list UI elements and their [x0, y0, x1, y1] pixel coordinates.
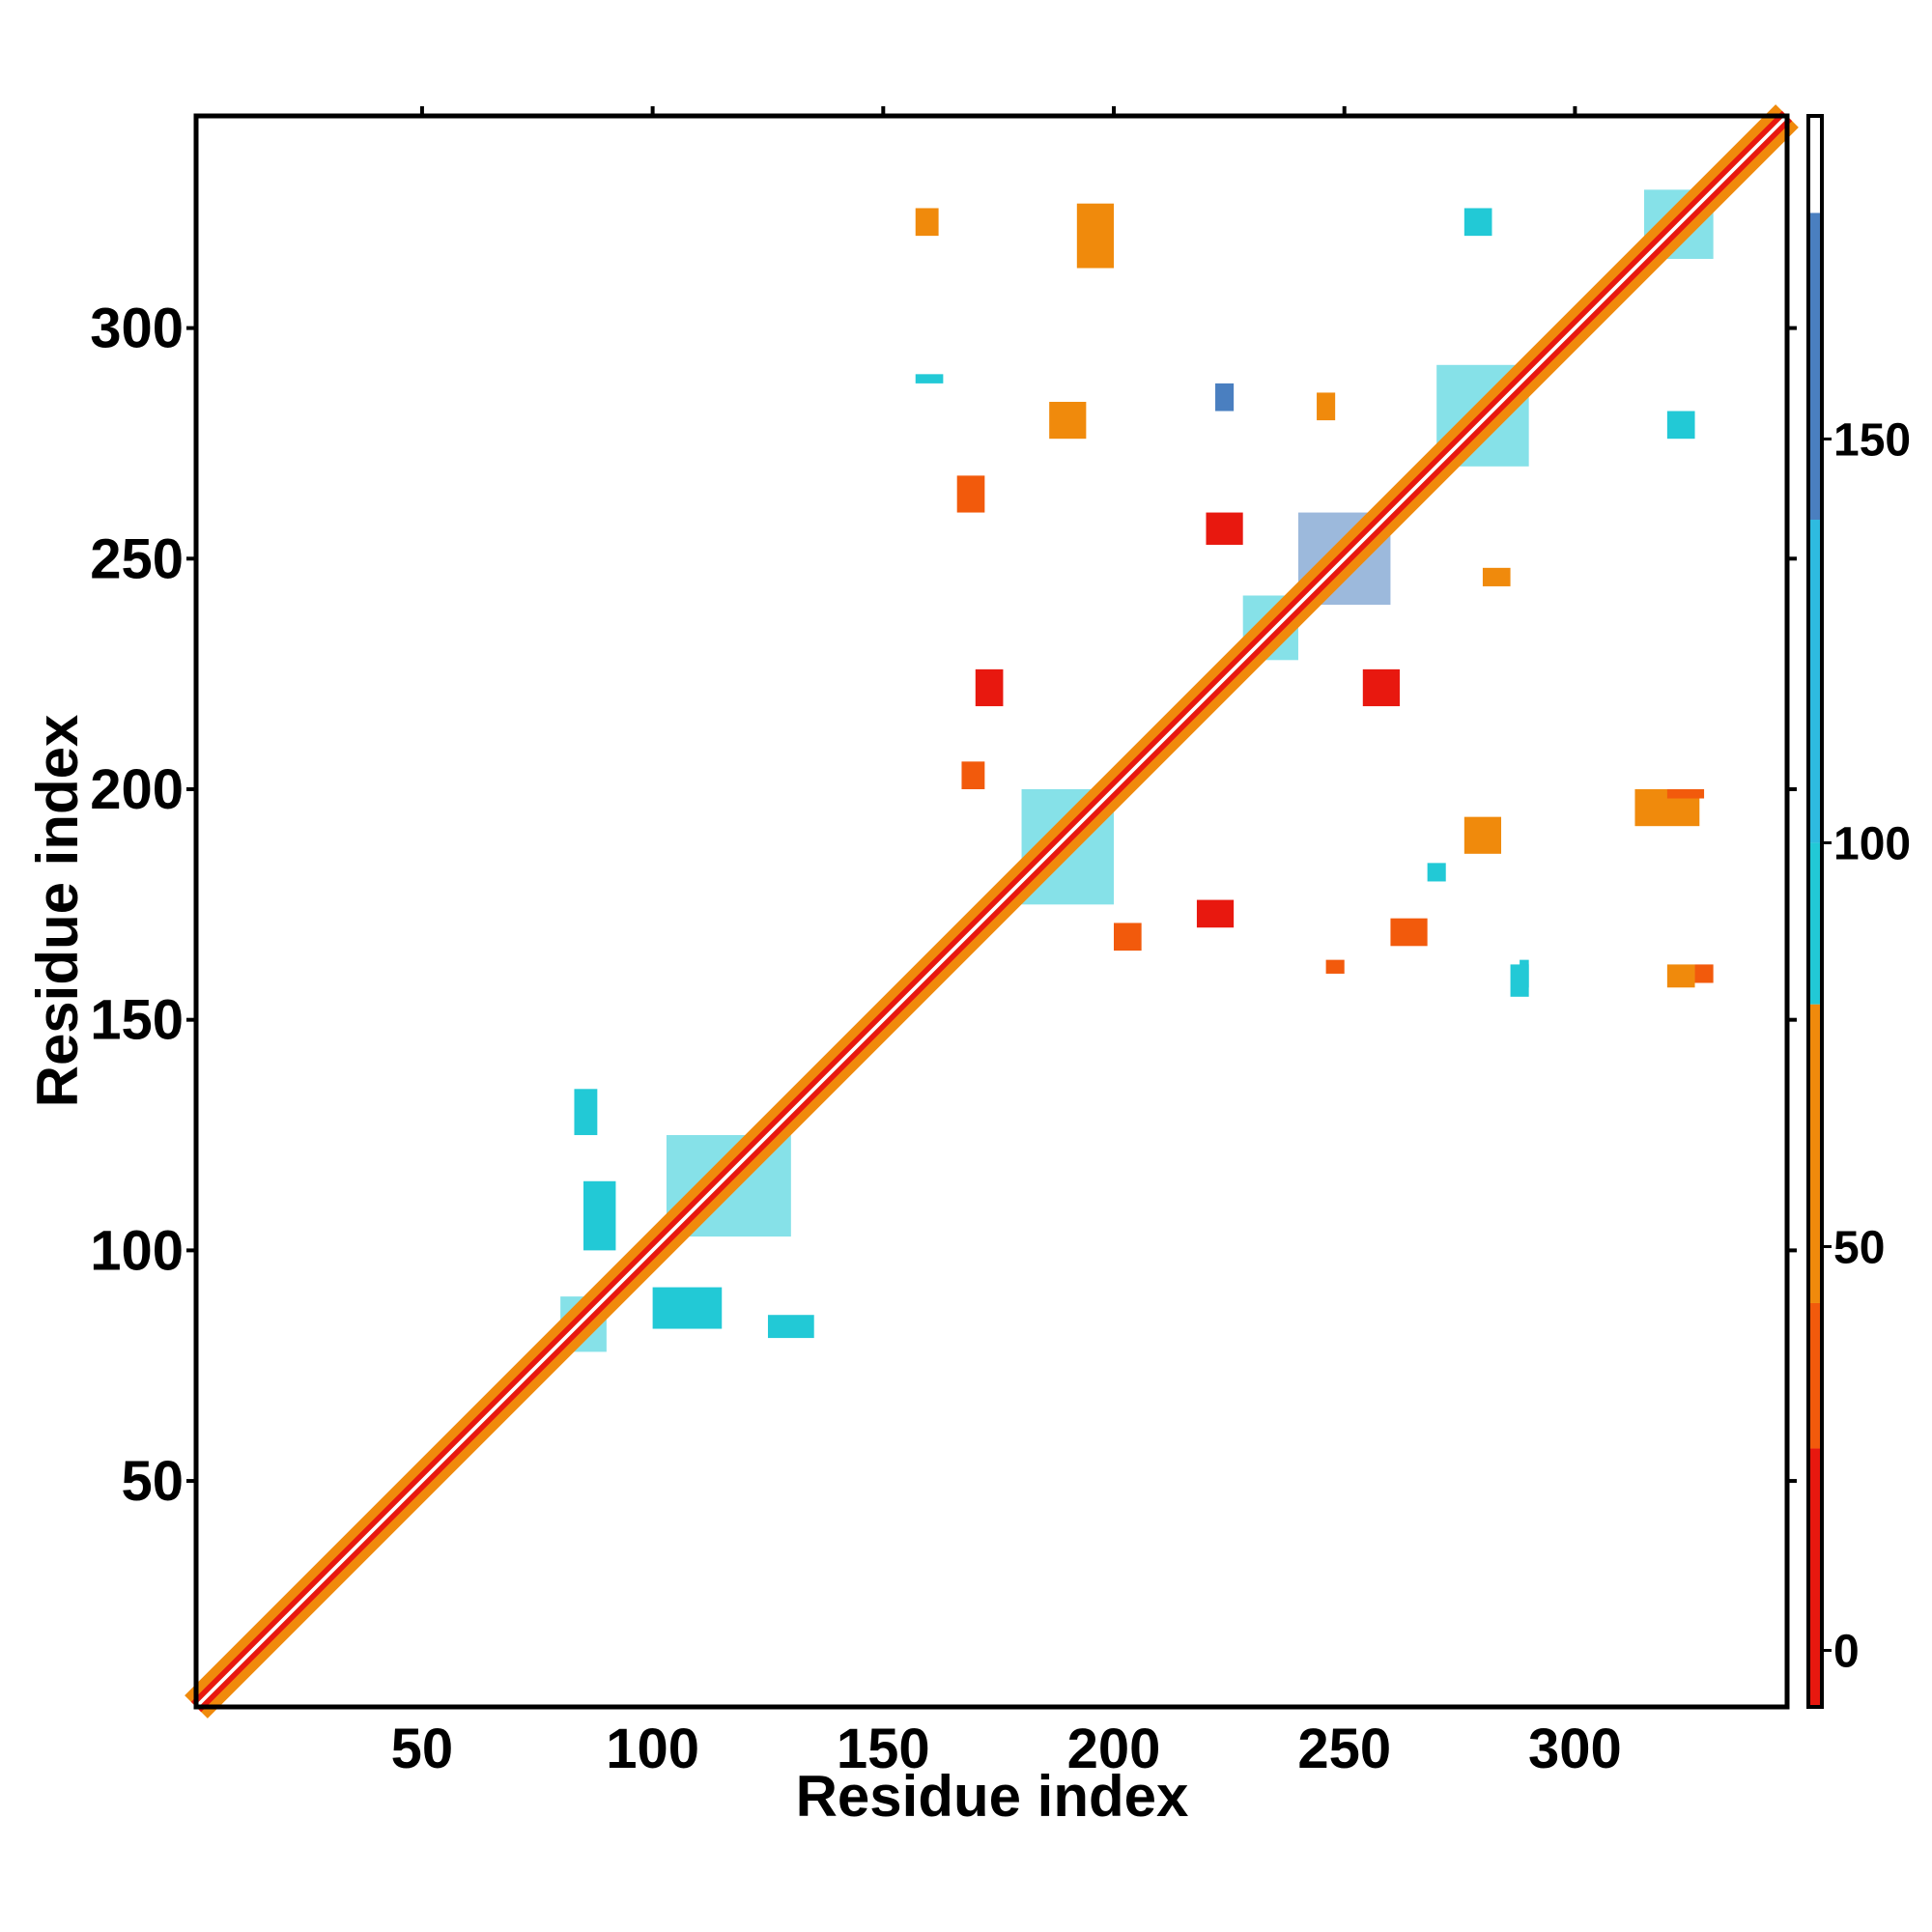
heatmap-contact [574, 1089, 598, 1136]
colorbar-band [1808, 116, 1822, 213]
colorbar-band [1808, 213, 1822, 521]
diagonal-self [194, 114, 1789, 1709]
heatmap-contact [1196, 899, 1235, 928]
x-tick-label: 300 [1528, 1718, 1622, 1780]
x-axis-ticks: 50 100 150 200 250 300 [391, 106, 1622, 1780]
heatmap-contact [767, 1315, 814, 1339]
heatmap-contact [1427, 863, 1446, 882]
heatmap-contact [1482, 567, 1511, 586]
colorbar-frame [1806, 114, 1824, 1709]
colorbar-band [1808, 1302, 1822, 1449]
x-tick-label: 150 [837, 1718, 930, 1780]
y-tick-label: 100 [90, 1219, 184, 1282]
x-tick-label: 250 [1297, 1718, 1391, 1780]
heatmap-contact [1694, 964, 1714, 983]
colorbar-band [1808, 1004, 1822, 1303]
heatmap-cells [185, 104, 1799, 1719]
heatmap-contact [1666, 411, 1695, 440]
heatmap-contact [1510, 964, 1529, 997]
heatmap-contact [1076, 203, 1115, 269]
y-tick-label: 250 [90, 527, 184, 590]
heatmap-contact [975, 668, 1004, 707]
colorbar: 0 50 100 150 [1806, 114, 1911, 1709]
heatmap-contact [1325, 959, 1345, 974]
y-tick-label: 300 [90, 298, 184, 360]
y-axis-ticks: 50 100 150 200 250 300 [90, 298, 1797, 1513]
heatmap-contact [1666, 964, 1695, 988]
x-axis-title: Residue index [796, 1764, 1189, 1829]
heatmap-contact [1206, 512, 1243, 545]
y-tick-label: 200 [90, 758, 184, 821]
colorbar-band [1808, 1448, 1822, 1707]
heatmap-contact [1463, 208, 1492, 237]
colorbar-tick-label: 150 [1833, 414, 1911, 466]
y-axis-title: Residue index [25, 715, 90, 1108]
heatmap-contact [1317, 392, 1336, 421]
x-tick-label: 100 [606, 1718, 699, 1780]
heatmap-contact [652, 1287, 723, 1329]
plot-frame [193, 113, 1790, 1710]
heatmap-contact [1362, 668, 1400, 707]
heatmap-contact [583, 1180, 616, 1251]
heatmap-contact [1666, 788, 1705, 799]
colorbar-tick-label: 100 [1833, 818, 1911, 869]
heatmap-contact [1390, 918, 1428, 947]
heatmap-contact [1049, 401, 1087, 440]
heatmap-contact [1114, 923, 1142, 952]
colorbar-band [1808, 520, 1822, 843]
colorbar-tick-label: 0 [1833, 1626, 1860, 1677]
colorbar-tick-label: 50 [1833, 1222, 1885, 1273]
y-tick-label: 50 [121, 1450, 184, 1513]
y-tick-label: 150 [90, 989, 184, 1052]
heatmap-contact [956, 475, 985, 513]
heatmap-contact [1215, 383, 1235, 412]
colorbar-band [1808, 842, 1822, 1005]
heatmap-contact [1463, 816, 1502, 854]
heatmap-contact [915, 374, 944, 384]
x-tick-label: 200 [1067, 1718, 1161, 1780]
heatmap-contact [961, 761, 985, 789]
x-tick-label: 50 [391, 1718, 454, 1780]
heatmap-contact [915, 208, 939, 237]
